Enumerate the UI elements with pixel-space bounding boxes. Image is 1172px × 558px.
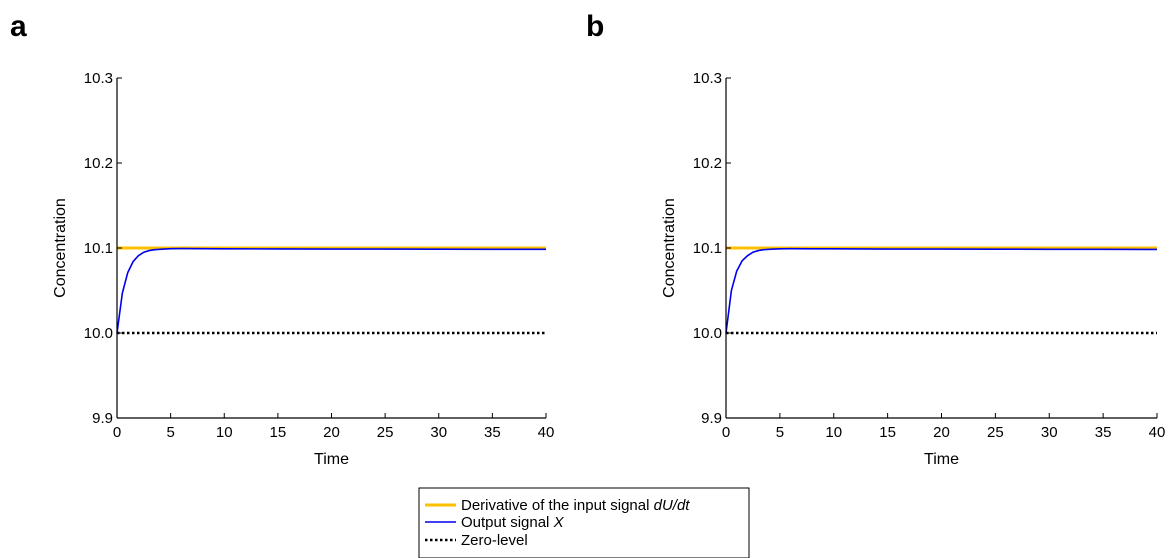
y-tick-label: 10.0 [84,325,113,342]
panel-letter-b: b [586,10,604,43]
x-tick-label: 35 [1095,424,1112,441]
y-tick-label: 10.1 [693,240,722,257]
x-axis-label: Time [924,451,959,468]
x-tick-label: 5 [166,424,174,441]
y-tick-label: 10.3 [693,70,722,87]
x-tick-label: 20 [933,424,950,441]
y-tick-label: 10.0 [693,325,722,342]
legend-label-output: Output signal X [461,514,565,531]
x-tick-label: 25 [377,424,394,441]
series-line-output [116,247,547,334]
x-tick-label: 5 [776,424,784,441]
y-tick-label: 10.1 [84,240,113,257]
x-tick-label: 0 [113,424,121,441]
legend-label-input: Derivative of the input signal dU/dt [461,497,690,514]
x-tick-label: 20 [323,424,340,441]
chart-panel-b: 0 5 10 15 20 25 30 35 40 9.9 10.0 10.1 10.2 10.3 Time C… [661,70,1165,468]
y-axis-label: Concentration [661,198,678,298]
x-tick-label: 15 [879,424,896,441]
y-tick-label: 10.2 [84,155,113,172]
x-tick-label: 25 [987,424,1004,441]
x-tick-label: 30 [1041,424,1058,441]
y-tick-label: 9.9 [92,410,113,427]
legend: Derivative of the input signal dU/dtOutp… [418,487,750,558]
x-tick-label: 35 [484,424,501,441]
x-tick-label: 10 [825,424,842,441]
y-tick-label: 10.2 [693,155,722,172]
x-axis-label: Time [314,451,349,468]
panel-letter-a: a [10,10,27,43]
y-tick-label: 9.9 [701,410,722,427]
chart-panel-a: 0 5 10 15 20 25 30 35 40 9.9 10.0 10.1 10.2 10.3 Time C… [52,70,554,468]
legend-label-zero: Zero-level [461,532,528,549]
x-tick-label: 10 [216,424,233,441]
y-axis-label: Concentration [52,198,69,298]
y-tick-label: 10.3 [84,70,113,87]
x-tick-label: 15 [270,424,287,441]
x-tick-label: 0 [722,424,730,441]
x-tick-label: 40 [1149,424,1166,441]
x-tick-label: 40 [538,424,555,441]
x-tick-label: 30 [430,424,447,441]
legend-frame [418,487,750,558]
series-line-output [725,247,1158,334]
